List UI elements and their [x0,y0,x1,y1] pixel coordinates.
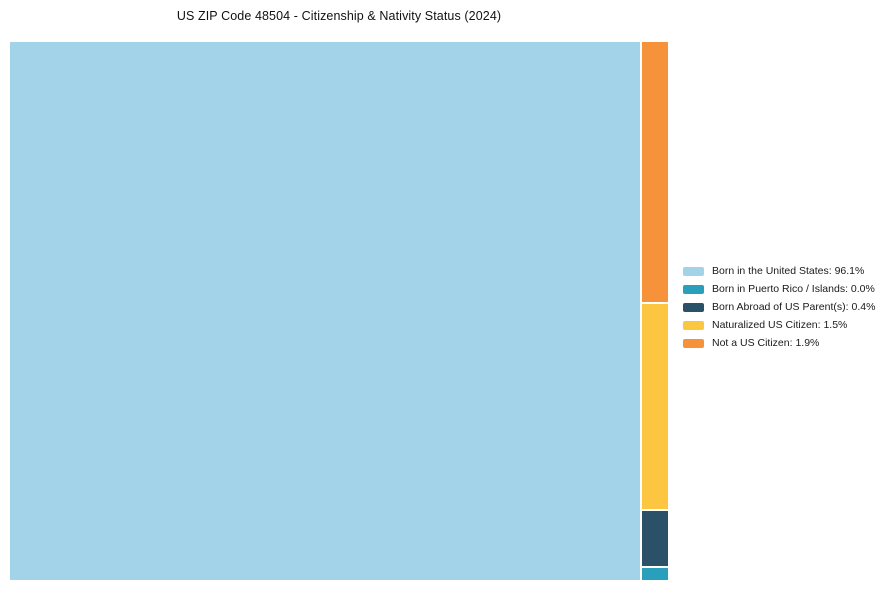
treemap-segment [642,42,668,302]
legend-item: Not a US Citizen: 1.9% [683,337,875,349]
legend-swatch-icon [683,266,704,276]
chart-title: US ZIP Code 48504 - Citizenship & Nativi… [176,9,502,23]
legend-item: Naturalized US Citizen: 1.5% [683,319,875,331]
treemap-minor-column [642,42,668,580]
treemap-segment [642,303,668,509]
legend-swatch-icon [683,302,704,312]
legend-swatch-icon [683,320,704,330]
treemap-segment [642,510,668,566]
treemap-segment [642,567,668,580]
legend-label: Born in Puerto Rico / Islands: 0.0% [712,283,875,295]
legend-label: Naturalized US Citizen: 1.5% [712,319,848,331]
legend-item: Born in Puerto Rico / Islands: 0.0% [683,283,875,295]
legend-item: Born in the United States: 96.1% [683,265,875,277]
legend-swatch-icon [683,338,704,348]
treemap [10,42,668,580]
legend-label: Born Abroad of US Parent(s): 0.4% [712,301,876,313]
treemap-segment-born-in-us [10,42,641,580]
legend-swatch-icon [683,284,704,294]
legend-label: Born in the United States: 96.1% [712,265,865,277]
legend: Born in the United States: 96.1% Born in… [683,265,876,356]
legend-label: Not a US Citizen: 1.9% [712,337,820,349]
legend-item: Born Abroad of US Parent(s): 0.4% [683,301,876,313]
